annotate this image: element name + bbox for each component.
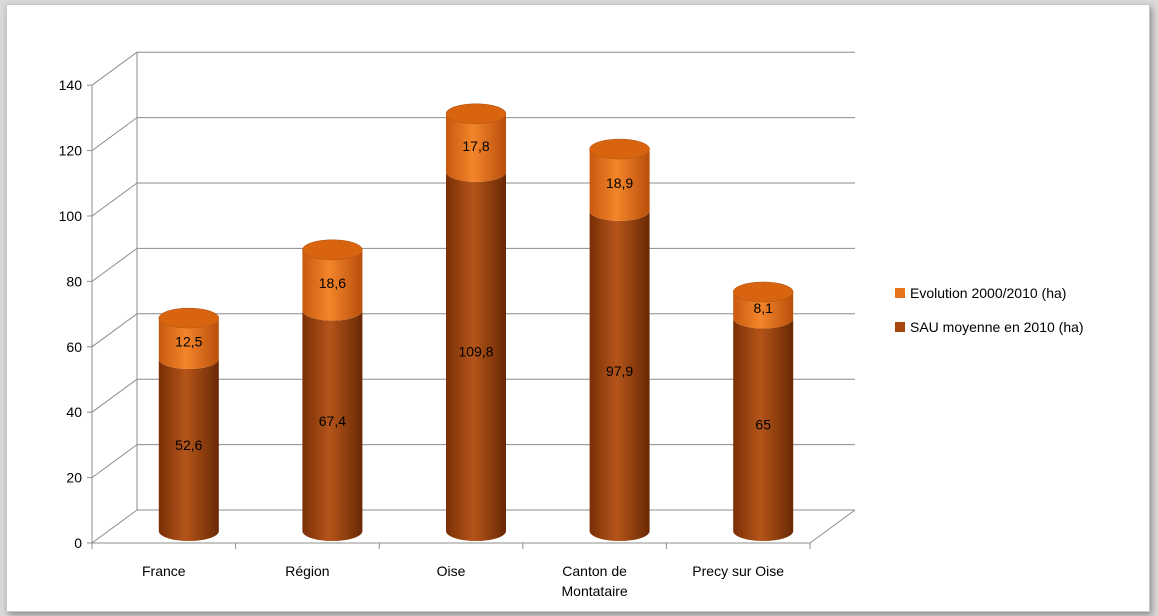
legend-swatch [895, 288, 905, 298]
bar-top-cap [445, 103, 507, 124]
x-category-label: Région [285, 563, 329, 579]
gridline-side [91, 247, 138, 282]
gridline-side [91, 51, 138, 86]
bar-evolution [733, 291, 794, 329]
bar-evolution [302, 249, 363, 321]
data-label-evolution: 18,6 [319, 275, 346, 291]
y-tick-label: 60 [66, 339, 82, 355]
gridline-side [91, 444, 138, 479]
bar-evolution [446, 113, 506, 182]
data-label-sau: 65 [755, 417, 771, 433]
y-tick-label: 80 [66, 273, 82, 289]
gridline-side [91, 313, 138, 348]
legend: Evolution 2000/2010 (ha) SAU moyenne en 2… [895, 285, 1084, 335]
data-label-sau: 52,6 [175, 437, 202, 453]
y-tick-label: 0 [74, 535, 82, 551]
data-label-evolution: 12,5 [175, 334, 202, 350]
data-label-sau: 109,8 [458, 343, 493, 359]
axes: 0 20 40 60 80 100 120 140 France Région Oise Canton… [59, 52, 856, 599]
data-label-evolution: 18,9 [606, 175, 633, 191]
floor-right-edge [809, 509, 856, 544]
bar-sau-2010 [446, 171, 506, 541]
data-label-evolution: 8,1 [753, 300, 773, 316]
bar-evolution [158, 318, 219, 369]
legend-swatch [895, 322, 905, 332]
bar-evolution [589, 149, 650, 221]
bar-top-cap [732, 281, 794, 303]
y-tick-label: 120 [59, 143, 83, 159]
gridline-side [91, 509, 138, 544]
gridline-side [91, 378, 138, 413]
y-tick-label: 140 [59, 77, 83, 93]
gridline-side [91, 182, 138, 217]
y-tick-label: 20 [66, 470, 82, 486]
x-category-label: Precy sur Oise [692, 563, 784, 579]
x-category-label: Montataire [562, 583, 628, 599]
bars [158, 103, 794, 541]
bar-sau-2010 [158, 358, 219, 541]
y-tick-label: 40 [66, 404, 82, 420]
bar-sau-2010 [733, 318, 794, 541]
bar-top-cap [589, 138, 650, 160]
bar-top-cap [158, 307, 220, 329]
bar-sau-2010 [589, 210, 650, 541]
x-category-label: Canton de [562, 563, 627, 579]
x-category-label: Oise [437, 563, 466, 579]
data-label-sau: 67,4 [319, 413, 346, 429]
data-labels: 52,6 12,5 67,4 18,6 109,8 17,8 97,9 18,9 65 8,1 [175, 138, 773, 453]
bar-top-cap [302, 239, 363, 261]
gridline-side [91, 117, 138, 152]
bar-sau-2010 [302, 310, 363, 541]
y-tick-label: 100 [59, 208, 83, 224]
data-label-evolution: 17,8 [462, 138, 489, 154]
data-label-sau: 97,9 [606, 363, 633, 379]
legend-label: SAU moyenne en 2010 (ha) [910, 319, 1084, 335]
x-category-label: France [142, 563, 186, 579]
legend-label: Evolution 2000/2010 (ha) [910, 285, 1066, 301]
